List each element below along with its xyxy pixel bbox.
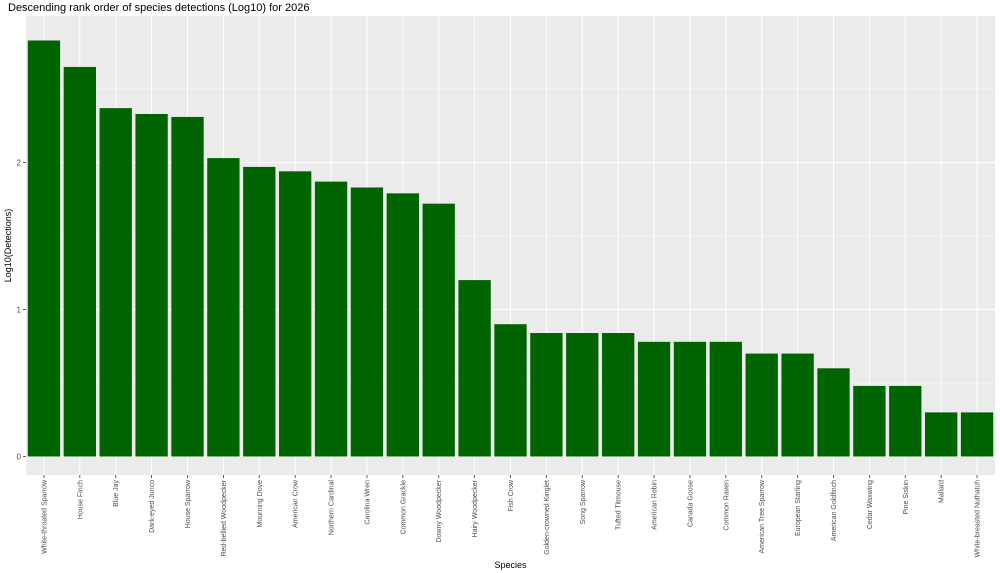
y-tick-label: 2 [17,159,22,168]
bar [135,113,168,457]
x-tick-label: Pine Siskin [903,480,910,515]
bar [243,166,276,457]
bar [602,333,635,457]
bar [27,40,61,457]
x-tick-label: American Robin [652,480,659,530]
bar [494,324,527,457]
x-tick-label: Mallard [939,480,946,503]
bar [279,171,312,457]
bar [889,385,922,457]
x-tick-label: Red-bellied Woodpecker [221,479,228,556]
x-tick-label: Song Sparrow [580,479,587,524]
bar [458,280,491,457]
x-axis-title: Species [494,560,527,570]
bar [566,333,599,457]
bar [709,341,742,457]
x-tick-label: Hairy Woodpecker [472,479,479,537]
bar [171,116,204,457]
x-tick-label: European Starling [795,480,802,536]
bar [745,353,778,457]
y-tick-label: 0 [17,453,22,462]
x-tick-label: White-breasted Nuthatch [975,480,982,558]
x-tick-label: White-throated Sparrow [41,479,48,554]
x-tick-label: Northern Cardinal [329,480,336,536]
x-tick-label: Golden-crowned Kinglet [544,480,551,555]
x-tick-label: Carolina Wren [364,480,371,525]
bar [386,193,419,457]
x-tick-label: Dark-eyed Junco [149,480,156,533]
bars [27,40,994,457]
bar [422,203,455,457]
x-tick-label: American Crow [293,479,300,528]
y-axis: 0 1 2 [17,159,26,462]
x-tick-label: Cedar Waxwing [867,480,874,529]
bar [530,333,563,457]
bar [960,412,994,457]
x-tick-label: American Tree Sparrow [759,479,766,553]
x-tick-label: House Sparrow [185,479,192,528]
x-tick-label: Canada Goose [687,480,694,527]
y-tick-label: 1 [17,306,22,315]
bar [673,341,707,457]
y-axis-title: Log10(Detections) [3,209,13,283]
x-axis: White-throated Sparrow House Finch Blue Ja… [41,475,982,558]
bar [925,412,958,457]
chart-title: Descending rank order of species detecti… [8,2,310,14]
bar [637,341,671,457]
x-tick-label: Common Raven [723,480,730,531]
bar [99,108,132,457]
x-tick-label: House Finch [77,480,84,519]
x-tick-label: Tufted Titmouse [616,480,623,530]
x-tick-label: Fish Crow [508,479,515,511]
x-tick-label: American Goldfinch [831,480,838,541]
bar [314,181,348,457]
bar [817,368,850,457]
bar [207,158,240,457]
bar [781,353,814,457]
bar [853,385,886,457]
x-tick-label: Common Grackle [400,480,407,535]
x-tick-label: Downy Woodpecker [436,479,443,542]
bar [63,66,96,457]
x-tick-label: Mourning Dove [257,480,264,528]
bar [350,187,384,457]
x-tick-label: Blue Jay [113,480,120,507]
